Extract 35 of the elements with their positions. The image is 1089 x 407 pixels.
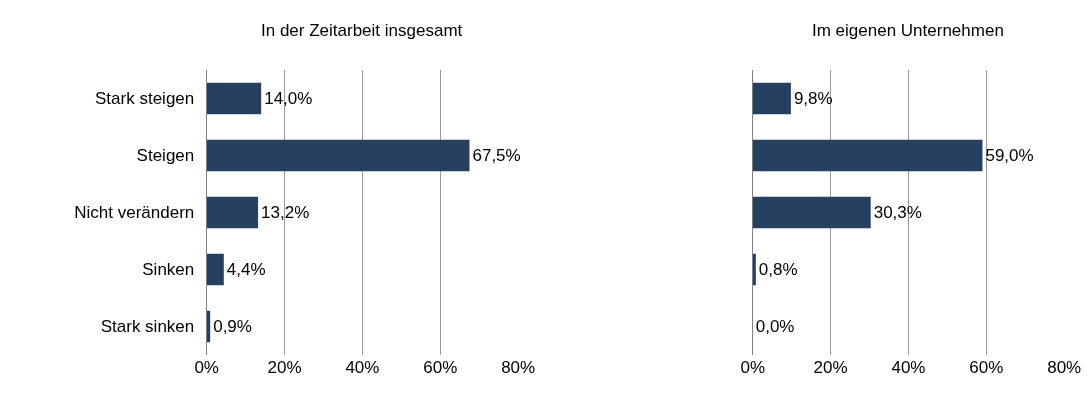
- bar: [206, 82, 262, 115]
- x-tick-label: 0%: [194, 358, 219, 377]
- chart-title: Im eigenen Unternehmen: [812, 21, 1004, 40]
- data-label: 4,4%: [226, 260, 266, 280]
- y-tick-label: Stark sinken: [100, 317, 195, 337]
- bar: [752, 196, 871, 229]
- x-tick-label: 20%: [813, 358, 848, 377]
- x-tick-label: 80%: [1047, 358, 1082, 377]
- x-tick-label: 60%: [969, 358, 1004, 377]
- x-tick-label: 40%: [891, 358, 926, 377]
- y-tick-label: Steigen: [136, 146, 195, 166]
- bar: [752, 82, 791, 115]
- data-label: 9,8%: [793, 89, 833, 109]
- y-tick-label: Sinken: [142, 260, 195, 280]
- data-label: 30,3%: [873, 203, 922, 223]
- data-label: 67,5%: [472, 146, 521, 166]
- chart-title: In der Zeitarbeit insgesamt: [261, 21, 463, 40]
- bar: [206, 139, 470, 172]
- y-tick-label: Nicht verändern: [74, 203, 195, 223]
- data-label: 0,8%: [758, 260, 798, 280]
- x-tick-label: 80%: [501, 358, 536, 377]
- bar: [206, 196, 259, 229]
- data-label: 14,0%: [264, 89, 313, 109]
- x-tick-label: 0%: [740, 358, 766, 377]
- x-tick-label: 60%: [423, 358, 458, 377]
- data-label: 13,2%: [261, 203, 310, 223]
- x-tick-label: 20%: [267, 358, 302, 377]
- data-label: 0,9%: [213, 317, 252, 337]
- y-tick-label: Stark steigen: [95, 89, 195, 109]
- data-label: 59,0%: [985, 146, 1034, 166]
- bar: [752, 253, 756, 286]
- x-tick-label: 40%: [345, 358, 380, 377]
- bar: [206, 253, 224, 286]
- bar: [752, 139, 983, 172]
- data-label: 0,0%: [755, 317, 795, 337]
